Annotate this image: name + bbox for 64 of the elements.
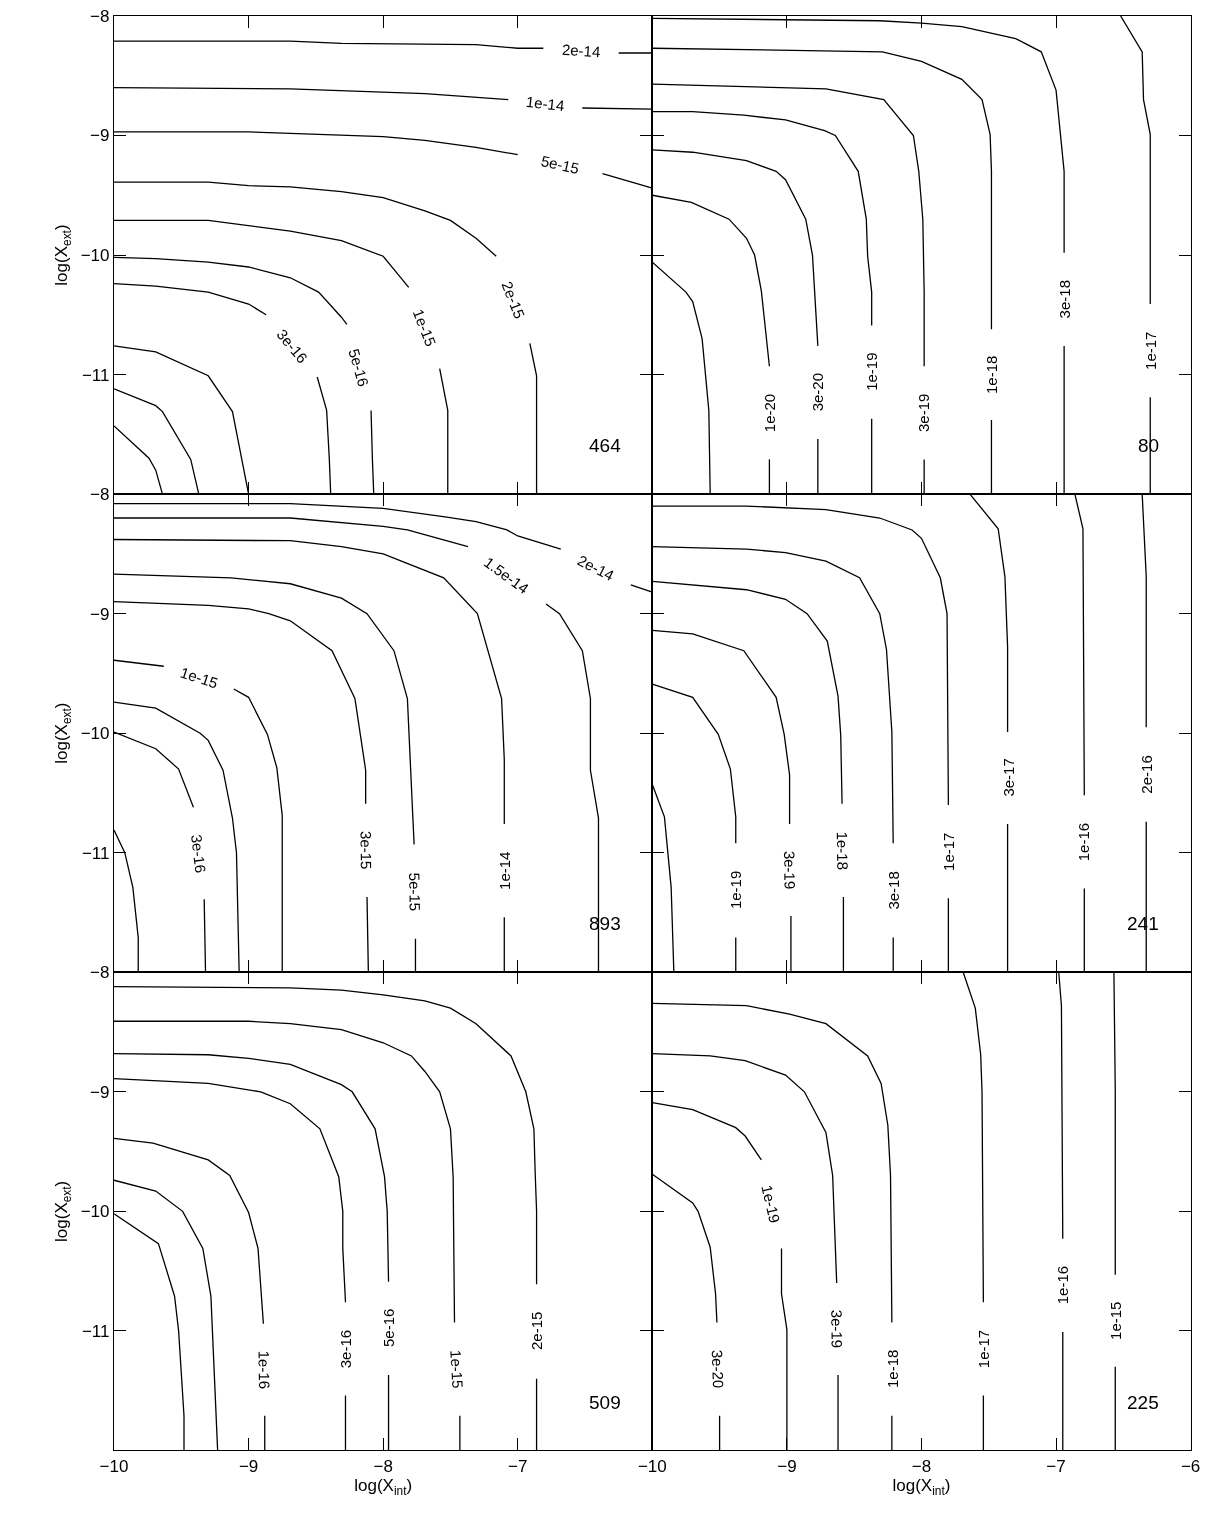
text: 3e-16: [187, 833, 210, 874]
y-tick-label: −9: [90, 126, 110, 146]
y-tick-label: −8: [90, 6, 110, 26]
text: 1e-19: [863, 352, 881, 391]
text: 1e-15: [178, 663, 221, 692]
text: 1e-19: [758, 1183, 784, 1225]
text: 3e-19: [781, 850, 799, 890]
text: 1e-18: [833, 831, 852, 871]
y-tick-label: −10: [80, 245, 110, 265]
annotation: 225: [1127, 1392, 1159, 1413]
y-tick-label: −11: [81, 843, 110, 863]
y-tick-label: −11: [81, 1321, 110, 1341]
text: 5e-16: [345, 346, 373, 389]
text: 1e-19: [727, 870, 745, 910]
text: 1e-17: [1141, 331, 1159, 370]
text: 1e-17: [939, 832, 957, 871]
x-tick-label: −8: [373, 1456, 393, 1476]
x-axis-title: log(X$_{int}$): [354, 1476, 413, 1498]
text: 3e-17: [999, 758, 1017, 797]
y-tick-label: −8: [90, 485, 110, 505]
text: 5e-16: [380, 1308, 398, 1348]
x-tick-label: −7: [1046, 1456, 1066, 1476]
text: 2e-15: [528, 1311, 546, 1351]
text: 1e-17: [974, 1329, 992, 1369]
x-axis-title: log(X$_{int}$): [892, 1476, 951, 1498]
text: 2e-16: [1137, 755, 1155, 794]
annotation: 464: [589, 435, 622, 456]
text: 1e-15: [409, 306, 440, 349]
text: 3e-20: [708, 1349, 727, 1389]
text: 3e-16: [336, 1329, 354, 1369]
text: 3e-18: [1055, 280, 1073, 319]
text: 1e-20: [760, 393, 778, 433]
text: 1e-14: [495, 851, 513, 890]
text: 3e-20: [809, 372, 827, 412]
text: 1e-14: [525, 92, 566, 115]
text: 1e-15: [447, 1349, 467, 1389]
x-tick-label: −6: [1180, 1456, 1201, 1476]
text: 5e-15: [539, 152, 581, 177]
x-tick-label: −7: [508, 1456, 528, 1476]
text: 1e-16: [255, 1350, 274, 1390]
x-tick-label: −8: [911, 1456, 932, 1476]
x-tick-label: −9: [238, 1456, 259, 1476]
y-tick-label: −10: [80, 1202, 110, 1222]
text: 3e-18: [884, 871, 902, 910]
x-tick-label: −10: [637, 1456, 667, 1476]
y-tick-label: −10: [80, 724, 110, 744]
text: 1e-16: [1054, 1265, 1072, 1305]
text: 1e-15: [1106, 1301, 1124, 1340]
text: 1e-16: [1075, 822, 1093, 862]
x-tick-label: −9: [777, 1456, 797, 1476]
text: 3e-19: [828, 1309, 846, 1349]
text: 3e-19: [915, 393, 933, 432]
text: 1e-18: [982, 355, 1000, 395]
annotation: 509: [589, 1392, 621, 1413]
series-label: 2e-14: [561, 40, 601, 61]
text: 3e-15: [357, 830, 375, 870]
text: 1e-18: [883, 1349, 901, 1388]
text: 2e-15: [498, 278, 529, 321]
y-tick-label: −9: [90, 1082, 110, 1102]
y-tick-label: −9: [90, 604, 110, 624]
y-tick-label: −11: [81, 365, 110, 385]
y-tick-label: −8: [90, 963, 110, 983]
text: 2e-14: [574, 551, 617, 584]
text: 5e-15: [406, 872, 424, 912]
